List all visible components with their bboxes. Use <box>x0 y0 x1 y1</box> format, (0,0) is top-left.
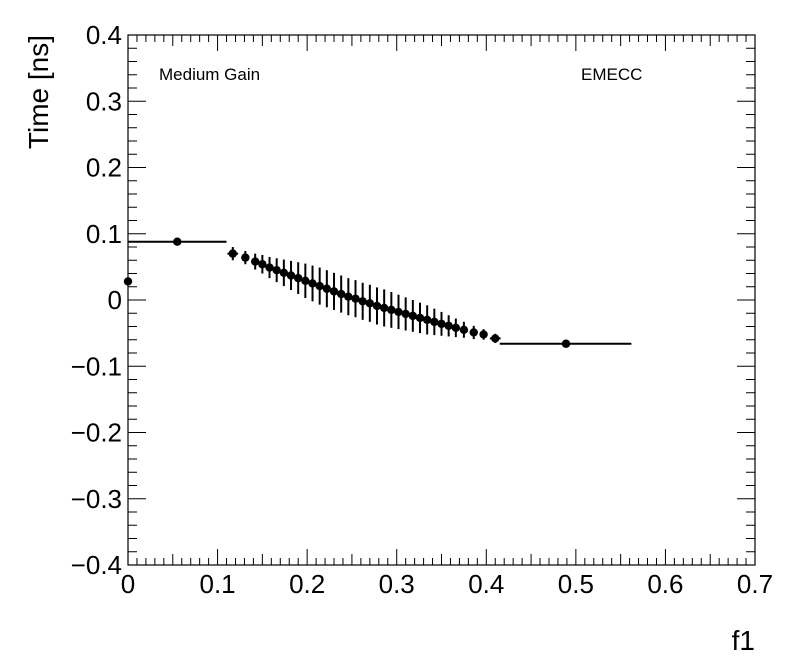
data-point <box>408 311 418 321</box>
data-point <box>365 299 375 308</box>
data-point <box>308 279 317 288</box>
x-tick-label: 0.7 <box>737 569 773 599</box>
data-point <box>241 253 250 262</box>
x-axis-title: f1 <box>732 625 755 656</box>
data-point <box>561 339 571 348</box>
annotation-emecc: EMECC <box>581 65 642 84</box>
y-tick-label: −0.4 <box>71 550 122 580</box>
x-tick-label: 0.5 <box>558 569 594 599</box>
data-point <box>444 321 453 331</box>
data-point <box>479 330 488 339</box>
data-point <box>250 257 260 266</box>
data-point <box>430 317 439 327</box>
data-markers <box>123 237 632 348</box>
data-point <box>301 276 310 285</box>
data-point <box>173 237 182 246</box>
x-tick-label: 0.4 <box>468 569 504 599</box>
data-point <box>379 303 389 313</box>
axis-ticks <box>127 34 756 566</box>
data-point <box>422 315 432 325</box>
y-tick-label: 0.2 <box>86 153 122 183</box>
y-axis-title: Time [ns] <box>23 35 54 149</box>
annotation-medium-gain: Medium Gain <box>159 65 260 84</box>
data-point <box>272 265 281 275</box>
data-point <box>123 277 133 286</box>
data-point <box>387 305 396 315</box>
data-point <box>437 319 446 329</box>
data-point <box>279 268 289 278</box>
data-point <box>322 284 332 293</box>
data-point <box>265 263 274 272</box>
data-point <box>329 287 339 296</box>
y-tick-label: 0.4 <box>86 20 122 50</box>
data-point <box>394 307 403 317</box>
x-tick-label: 0.6 <box>647 569 683 599</box>
y-tick-label: 0.3 <box>86 86 122 116</box>
y-tick-label: −0.1 <box>71 351 122 381</box>
data-point <box>491 334 500 343</box>
data-point <box>401 309 410 319</box>
data-point <box>358 297 367 306</box>
data-point <box>293 273 303 283</box>
x-tick-label: 0.2 <box>289 569 325 599</box>
y-tick-label: 0.1 <box>86 219 122 249</box>
y-tick-label: −0.2 <box>71 418 122 448</box>
data-point <box>351 294 360 303</box>
y-tick-label: 0 <box>108 285 122 315</box>
data-point <box>372 301 382 311</box>
x-tick-label: 0.3 <box>379 569 415 599</box>
data-point <box>451 323 461 333</box>
plot-frame <box>127 34 756 566</box>
data-point <box>315 281 324 291</box>
data-point <box>344 292 353 301</box>
data-point <box>415 313 425 323</box>
data-point <box>469 328 478 337</box>
data-point <box>228 249 237 258</box>
data-point <box>258 260 267 269</box>
y-tick-label: −0.3 <box>71 484 122 514</box>
data-point <box>459 325 469 335</box>
tick-labels: 0 0.1 0.2 0.3 0.4 0.5 0.6 0.7 −0.4 −0.3 −0.2 −0.1 0 0… <box>71 20 773 599</box>
data-point <box>286 271 296 280</box>
x-tick-label: 0 <box>121 569 135 599</box>
data-point <box>336 289 346 299</box>
x-tick-label: 0.1 <box>199 569 235 599</box>
